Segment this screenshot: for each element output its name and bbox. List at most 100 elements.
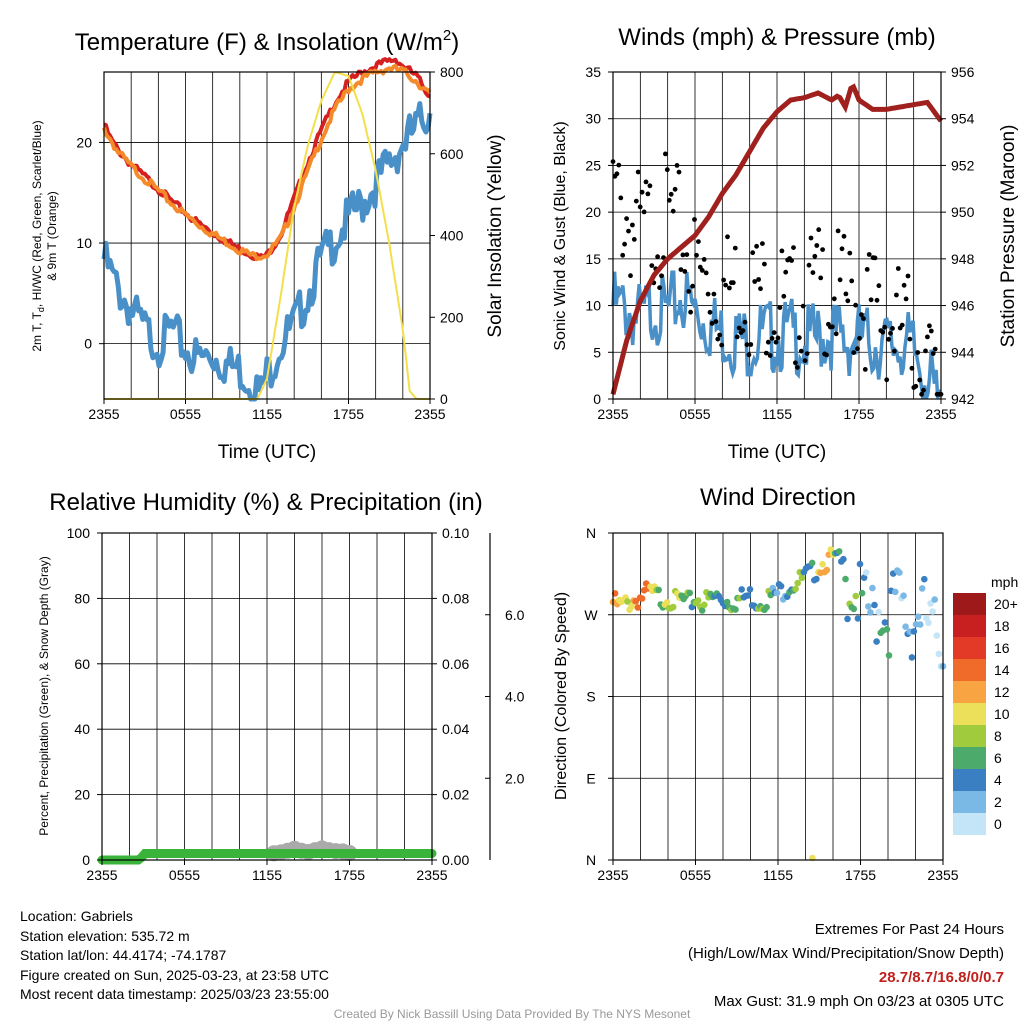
gust-point [684, 252, 690, 257]
gust-point [907, 336, 913, 342]
gust-point [884, 377, 890, 383]
gust-point [851, 350, 857, 355]
direction-point [773, 589, 781, 597]
y2-tick-label: 0.02 [442, 787, 469, 803]
x-tick-label: 2355 [925, 406, 956, 422]
gust-point [874, 297, 880, 303]
y-tick-label: 60 [74, 656, 90, 672]
gust-point [812, 253, 818, 259]
gust-point [659, 273, 664, 279]
x-tick-label: 0555 [679, 406, 710, 422]
direction-point [655, 586, 662, 594]
y2-tick-label: 950 [951, 204, 975, 220]
direction-point [933, 632, 941, 639]
x-tick-label: 2355 [414, 406, 445, 422]
colorbar: 20+ 18 16 14 12 10 8 6 4 2 0 [953, 593, 1018, 835]
direction-point [835, 548, 843, 555]
y2-tick-label: 948 [951, 251, 975, 267]
panel2-ylabel-right: Station Pressure (Maroon) [998, 125, 1019, 348]
direction-point [918, 585, 926, 592]
y-tick-label: S [586, 689, 595, 705]
direction-point [823, 566, 831, 574]
gust-point [816, 227, 822, 233]
y3-tick-label: 6.0 [505, 607, 525, 623]
gust-point [789, 258, 794, 263]
gust-point [892, 348, 897, 354]
gust-point [853, 302, 858, 308]
direction-point [860, 574, 868, 581]
colorbar-label: 14 [994, 662, 1010, 678]
gust-point [657, 285, 662, 291]
x-tick-label: 2355 [597, 406, 628, 422]
gust-point [709, 321, 715, 326]
gust-point [845, 298, 851, 304]
gust-point [903, 296, 909, 302]
temperature-panel: Temperature (F) & Insolation (W/m2) 2355… [30, 27, 506, 463]
direction-point [663, 599, 671, 606]
gust-point [769, 336, 775, 341]
gust-point [919, 391, 924, 397]
direction-point [881, 619, 889, 626]
y-tick-label: 35 [585, 64, 601, 80]
panel2-title: Winds (mph) & Pressure (mb) [618, 24, 935, 51]
direction-point [908, 654, 916, 661]
direction-point [862, 569, 870, 576]
gust-point [777, 305, 783, 310]
gust-point [894, 292, 899, 298]
gust-point [859, 312, 864, 318]
gust-point [692, 217, 697, 222]
direction-point [900, 592, 907, 599]
y2-tick-label: 952 [951, 157, 975, 173]
direction-point [723, 598, 731, 606]
gust-point [923, 348, 928, 354]
gust-point [688, 309, 693, 315]
x-tick-label: 1755 [845, 867, 876, 883]
direction-point [885, 652, 893, 659]
gust-point [855, 346, 860, 352]
direction-point [852, 592, 860, 600]
y2-tick-label: 0.04 [442, 721, 469, 737]
gust-point [630, 222, 635, 228]
gust-point [690, 283, 695, 289]
gust-point [791, 245, 796, 251]
gust-point [713, 319, 719, 324]
colorbar-label: 8 [994, 728, 1002, 744]
gust-point [672, 186, 678, 192]
x-tick-label: 1155 [252, 867, 282, 883]
direction-point [746, 586, 754, 593]
y2-tick-label: 946 [951, 298, 975, 314]
y2-tick-label: 0.00 [442, 852, 469, 868]
gust-point [802, 358, 808, 363]
panel4-title: Wind Direction [700, 484, 856, 511]
panel1-ylabel-right: Solar Insolation (Yellow) [485, 134, 506, 337]
gust-point [719, 342, 725, 348]
gust-point [932, 346, 938, 352]
gust-point [614, 171, 620, 177]
extremes-subtitle: (High/Low/Max Wind/Precipitation/Snow De… [688, 945, 1004, 962]
direction-point [698, 607, 706, 614]
colorbar-title: mph [991, 574, 1018, 590]
gust-point [701, 257, 707, 262]
direction-point [929, 608, 936, 615]
y-tick-label: 80 [74, 590, 90, 606]
colorbar-label: 0 [994, 816, 1002, 832]
gust-point [754, 243, 759, 249]
direction-point [883, 626, 891, 633]
gust-point [732, 245, 738, 251]
gust-point [814, 243, 820, 248]
gust-point [899, 322, 905, 328]
x-tick-label: 0555 [170, 406, 201, 422]
y-tick-label: 25 [585, 157, 601, 173]
y2-tick-label: 200 [440, 309, 464, 325]
gust-point [674, 163, 680, 168]
credit-line: Created By Nick Bassill Using Data Provi… [333, 1007, 691, 1021]
gust-point [694, 252, 699, 258]
gust-point [639, 189, 645, 195]
gust-point [835, 228, 841, 234]
direction-point [850, 605, 858, 613]
extremes-box: Extremes For Past 24 Hours (High/Low/Max… [688, 918, 1004, 1014]
y2-tick-label: 942 [951, 391, 975, 407]
station-elevation: Station elevation: 535.72 m [20, 927, 190, 944]
gust-point [699, 268, 705, 273]
gust-point [626, 228, 631, 234]
